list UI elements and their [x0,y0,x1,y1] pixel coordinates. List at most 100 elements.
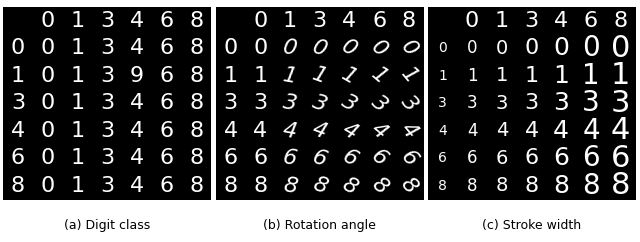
Text: 8: 8 [223,176,237,196]
Text: 0: 0 [11,38,25,59]
Text: 3: 3 [582,90,600,117]
Text: 1: 1 [70,66,84,86]
Text: 8: 8 [553,174,569,198]
Text: 8: 8 [281,175,299,197]
Text: 0: 0 [41,11,55,31]
Text: 1: 1 [339,64,360,88]
Text: 4: 4 [553,119,569,143]
Text: 3: 3 [223,93,237,113]
Text: 6: 6 [582,144,600,172]
Text: 1: 1 [524,66,539,86]
Text: 0: 0 [41,176,55,196]
Text: 4: 4 [130,11,144,31]
Text: 1: 1 [467,67,477,85]
Text: 0: 0 [467,39,477,58]
Text: 1: 1 [70,11,84,31]
Text: 0: 0 [41,121,55,141]
Text: 1: 1 [70,93,84,113]
Text: 8: 8 [582,172,600,200]
Text: 9: 9 [130,66,144,86]
Text: (c) Stroke width: (c) Stroke width [482,219,581,232]
Text: 3: 3 [100,148,115,168]
Text: 3: 3 [524,11,539,31]
Text: 0: 0 [554,37,569,60]
Text: 4: 4 [130,148,144,168]
Text: 6: 6 [339,146,360,171]
Text: 8: 8 [189,66,204,86]
Text: 0: 0 [41,66,55,86]
Text: 3: 3 [438,97,447,110]
Text: 0: 0 [438,41,447,55]
Text: 1: 1 [554,64,569,88]
Text: 4: 4 [130,93,144,113]
Text: 6: 6 [223,148,237,168]
Text: 8: 8 [189,93,204,113]
Text: 1: 1 [367,64,391,88]
Text: 4: 4 [554,11,568,31]
Text: 4: 4 [582,117,600,145]
Text: 3: 3 [253,93,268,113]
Text: 1: 1 [397,64,421,88]
Text: 6: 6 [310,147,330,170]
Text: 1: 1 [281,65,299,87]
Text: 3: 3 [312,11,327,31]
Text: 0: 0 [281,38,299,60]
Text: 8: 8 [611,171,630,200]
Text: 4: 4 [253,121,268,141]
Text: 0: 0 [611,34,630,63]
Text: 4: 4 [223,121,237,141]
Text: 6: 6 [367,146,391,171]
Text: 1: 1 [283,11,297,31]
Text: 8: 8 [614,11,628,31]
Text: 4: 4 [339,119,360,143]
Text: 3: 3 [611,89,630,118]
Text: 1: 1 [70,38,84,59]
Text: 1: 1 [253,66,268,86]
Text: 4: 4 [342,11,356,31]
Text: 0: 0 [367,36,391,61]
Text: 4: 4 [524,121,539,141]
Text: 8: 8 [310,174,330,198]
Text: 1: 1 [11,66,25,86]
Text: 0: 0 [397,37,421,60]
Text: 4: 4 [11,121,25,141]
Text: 4: 4 [130,121,144,141]
FancyBboxPatch shape [3,7,211,200]
Text: 1: 1 [310,64,330,88]
Text: 8: 8 [397,174,421,198]
Text: 4: 4 [397,119,421,143]
Text: 0: 0 [524,38,539,59]
Text: 3: 3 [100,11,115,31]
Text: 1: 1 [70,121,84,141]
Text: 4: 4 [467,122,477,140]
Text: 4: 4 [367,119,391,143]
Text: 3: 3 [467,94,477,113]
Text: 3: 3 [495,94,508,113]
FancyBboxPatch shape [428,7,636,200]
Text: 3: 3 [367,91,391,116]
Text: 6: 6 [159,38,173,59]
Text: 8: 8 [189,121,204,141]
Text: 3: 3 [397,92,421,115]
Text: 0: 0 [465,11,479,31]
Text: 3: 3 [524,93,539,113]
Text: 0: 0 [339,36,360,61]
Text: 8: 8 [253,176,268,196]
Text: 8: 8 [189,148,204,168]
Text: 8: 8 [11,176,25,196]
Text: 0: 0 [41,93,55,113]
Text: 6: 6 [159,66,173,86]
Text: 1: 1 [611,61,630,91]
Text: 8: 8 [495,176,508,195]
Text: 6: 6 [372,11,386,31]
Text: 0: 0 [41,148,55,168]
Text: 0: 0 [310,37,330,60]
Text: 1: 1 [438,69,447,83]
Text: 3: 3 [100,38,115,59]
Text: 1: 1 [223,66,237,86]
Text: 6: 6 [159,11,173,31]
Text: 8: 8 [189,38,204,59]
Text: 4: 4 [130,176,144,196]
Text: 6: 6 [159,176,173,196]
Text: 8: 8 [339,174,360,198]
